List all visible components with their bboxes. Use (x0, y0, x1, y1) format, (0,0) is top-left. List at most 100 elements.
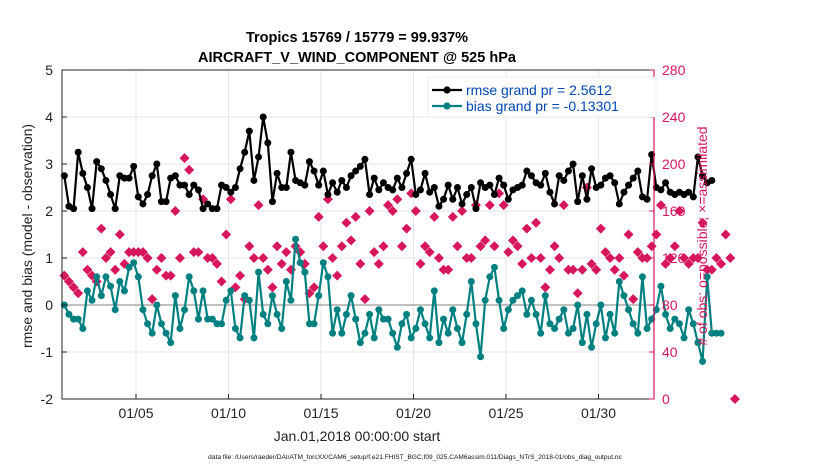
bias-point (236, 334, 244, 342)
bias-point (680, 334, 688, 342)
bias-point (435, 339, 443, 347)
obs-count-marker (170, 206, 181, 216)
obs-count-marker (521, 223, 532, 234)
obs-count-marker (577, 264, 588, 275)
y-left-tick-label: 4 (45, 109, 53, 125)
obs-count-marker (235, 270, 246, 281)
bias-point (643, 325, 651, 332)
obs-count-marker (679, 253, 690, 263)
obs-count-marker (443, 264, 454, 275)
bias-point (620, 292, 628, 300)
obs-count-marker (595, 223, 606, 234)
bias-point (537, 329, 545, 337)
bias-point (111, 306, 119, 314)
bias-point (125, 263, 133, 271)
obs-count-marker (346, 235, 357, 246)
bias-point (615, 278, 623, 285)
rmse-point (495, 174, 503, 182)
bias-point (264, 320, 272, 328)
obs-count-marker (706, 264, 717, 275)
obs-count-marker (484, 200, 495, 211)
rmse-point (685, 188, 693, 196)
obs-count-marker (193, 247, 204, 258)
obs-count-marker (364, 206, 375, 216)
bias-point (532, 310, 540, 318)
x-tick-label: 01/25 (488, 405, 523, 421)
obs-count-marker (549, 241, 560, 252)
rmse-point (347, 172, 355, 180)
rmse-series-line (63, 115, 713, 210)
y-right-tick-label: 240 (662, 109, 686, 125)
obs-count-marker (383, 200, 394, 211)
rmse-point (569, 160, 577, 168)
rmse-point (662, 179, 670, 187)
bias-point (190, 287, 198, 295)
bias-point (463, 310, 471, 318)
obs-count-marker (655, 200, 666, 211)
bias-point (689, 320, 697, 328)
rmse-point (490, 191, 498, 199)
rmse-point (694, 153, 702, 161)
bias-point (375, 306, 383, 314)
rmse-point (79, 169, 87, 177)
rmse-point (412, 191, 420, 199)
bias-point (403, 310, 411, 318)
rmse-point (264, 139, 272, 147)
obs-count-marker (526, 253, 537, 263)
rmse-point (537, 181, 545, 189)
bias-point (541, 292, 549, 300)
bias-point (490, 263, 498, 271)
obs-count-marker (373, 258, 384, 269)
rmse-point (597, 181, 605, 189)
obs-count-marker (711, 253, 722, 263)
bias-point (601, 334, 609, 342)
obs-count-marker (267, 282, 278, 293)
obs-count-marker (531, 217, 542, 228)
bias-point (634, 329, 642, 337)
y-axis-label-right: # of obs: o=possible; ×=assimilated (694, 126, 710, 345)
bias-point (315, 292, 323, 300)
rmse-point (477, 179, 485, 187)
obs-count-marker (387, 206, 398, 216)
rmse-point (500, 181, 508, 189)
obs-count-marker (618, 270, 629, 281)
rmse-point (107, 191, 115, 199)
bias-point (662, 310, 670, 318)
bias-point (629, 320, 637, 328)
bias-point (611, 329, 619, 337)
bias-point (208, 315, 216, 323)
rmse-point (379, 179, 387, 187)
rmse-point (342, 184, 350, 191)
obs-count-marker (355, 258, 366, 269)
legend-box (427, 76, 657, 118)
obs-count-marker (179, 153, 190, 164)
obs-count-marker (174, 253, 185, 263)
y-right-tick-label: 80 (662, 297, 678, 313)
obs-count-marker (665, 253, 676, 263)
rmse-point (213, 205, 221, 213)
obs-count-marker (110, 264, 121, 275)
y-left-tick-label: 1 (45, 250, 53, 266)
bias-point (638, 273, 646, 281)
obs-count-marker (272, 241, 283, 252)
obs-count-marker (359, 294, 370, 305)
bias-point (241, 292, 249, 300)
rmse-point (518, 181, 526, 189)
rmse-point (282, 184, 290, 191)
rmse-point (389, 186, 397, 194)
obs-count-marker (614, 253, 625, 263)
rmse-point (657, 186, 665, 194)
bias-point (398, 320, 406, 328)
rmse-point (560, 176, 568, 184)
rmse-point (541, 169, 549, 177)
rmse-point (194, 186, 202, 194)
bias-point (574, 301, 582, 309)
bias-point (449, 306, 457, 314)
bias-point (657, 282, 665, 290)
y-axis-label-left: rmse and bias (model - observation) (19, 124, 35, 348)
rmse-point (625, 181, 633, 189)
bias-point (421, 320, 429, 328)
bias-point (560, 306, 568, 314)
obs-count-marker (466, 253, 477, 263)
bias-point (569, 325, 577, 332)
